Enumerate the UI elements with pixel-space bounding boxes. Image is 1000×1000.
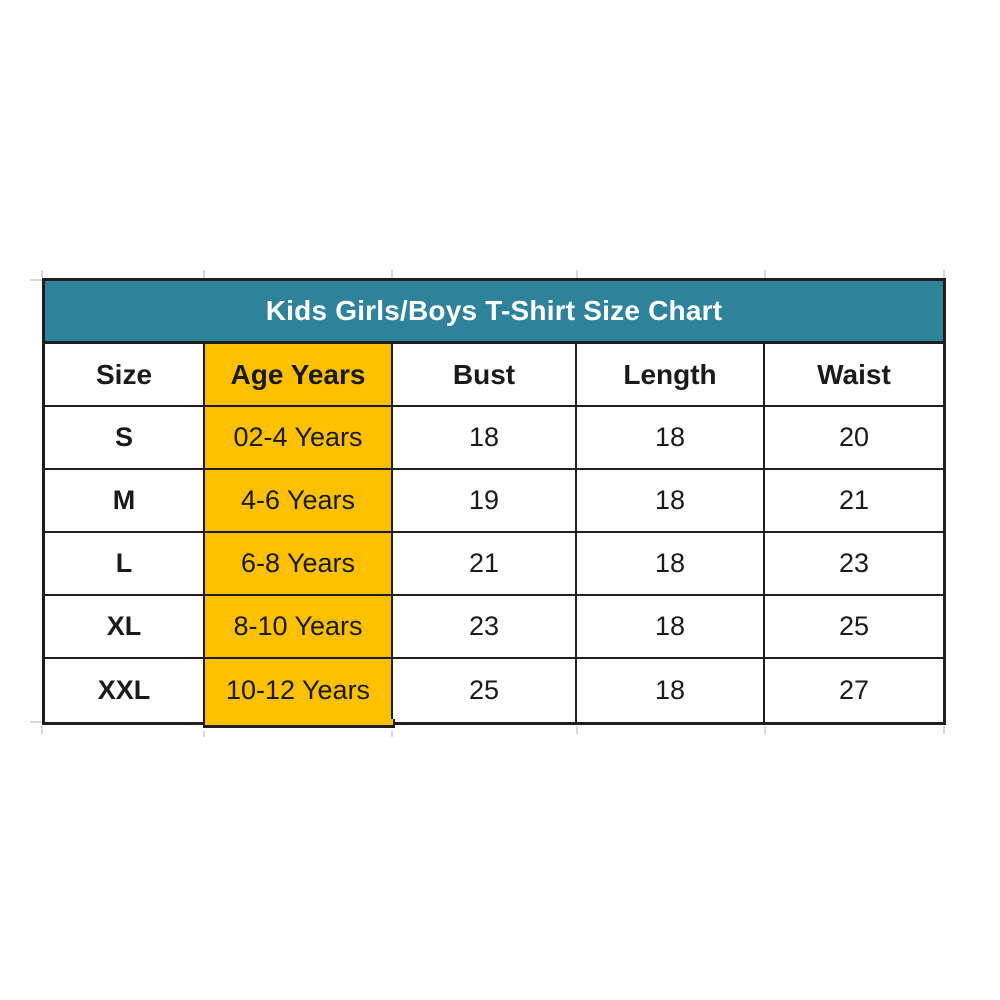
cell-bust: 21: [393, 533, 577, 596]
cell-age: 4-6 Years: [205, 470, 393, 533]
column-header-size: Size: [45, 344, 205, 407]
table-title-bar: Kids Girls/Boys T-Shirt Size Chart: [45, 281, 943, 344]
cell-size: S: [45, 407, 205, 470]
column-header-bust: Bust: [393, 344, 577, 407]
gridline-stub: [943, 726, 945, 734]
cell-waist: 27: [765, 659, 943, 722]
cell-length: 18: [577, 596, 765, 659]
gridline-stub: [203, 731, 205, 737]
age-column-overflow: [203, 719, 395, 728]
cell-bust: 25: [393, 659, 577, 722]
gridline-stub: [203, 270, 205, 278]
cell-length: 18: [577, 533, 765, 596]
cell-size: XXL: [45, 659, 205, 722]
cell-size: XL: [45, 596, 205, 659]
cell-length: 18: [577, 470, 765, 533]
gridline-stub: [30, 721, 42, 723]
cell-bust: 18: [393, 407, 577, 470]
cell-waist: 20: [765, 407, 943, 470]
cell-age: 8-10 Years: [205, 596, 393, 659]
size-chart-table: Kids Girls/Boys T-Shirt Size Chart Size …: [42, 278, 946, 728]
cell-size: M: [45, 470, 205, 533]
cell-waist: 21: [765, 470, 943, 533]
cell-length: 18: [577, 407, 765, 470]
cell-bust: 19: [393, 470, 577, 533]
column-header-age: Age Years: [205, 344, 393, 407]
gridline-stub: [764, 726, 766, 734]
gridline-stub: [41, 726, 43, 734]
gridline-stub: [576, 270, 578, 278]
cell-length: 18: [577, 659, 765, 722]
gridline-stub: [41, 270, 43, 278]
cell-size: L: [45, 533, 205, 596]
cell-age: 10-12 Years: [205, 659, 393, 722]
gridline-stub: [391, 270, 393, 278]
table-title: Kids Girls/Boys T-Shirt Size Chart: [265, 295, 723, 326]
cell-age: 6-8 Years: [205, 533, 393, 596]
cell-age: 02-4 Years: [205, 407, 393, 470]
cell-bust: 23: [393, 596, 577, 659]
table-grid: Size Age Years Bust Length Waist S 02-4 …: [45, 344, 943, 722]
column-header-waist: Waist: [765, 344, 943, 407]
cell-waist: 23: [765, 533, 943, 596]
gridline-stub: [943, 270, 945, 278]
cell-waist: 25: [765, 596, 943, 659]
gridline-stub: [764, 270, 766, 278]
column-header-length: Length: [577, 344, 765, 407]
gridline-stub: [30, 279, 42, 281]
gridline-stub: [391, 731, 393, 737]
gridline-stub: [576, 726, 578, 734]
